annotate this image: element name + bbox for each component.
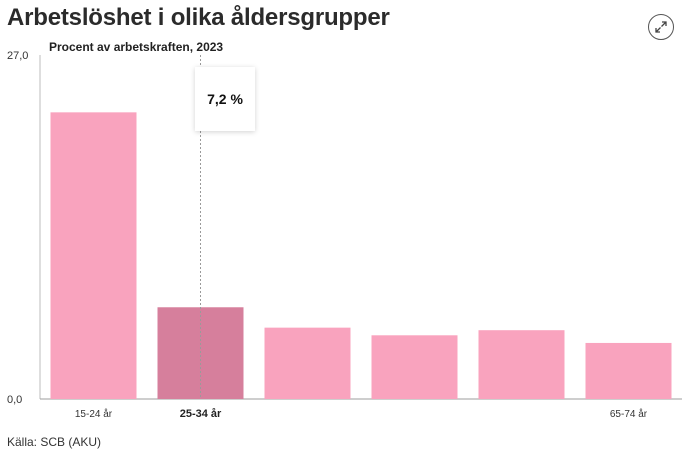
bar[interactable] (264, 327, 351, 399)
chart-title: Arbetslöshet i olika åldersgrupper (7, 4, 390, 31)
bar[interactable] (585, 342, 672, 399)
bar[interactable] (478, 330, 565, 399)
chart-subtitle: Procent av arbetskraften, 2023 (49, 40, 224, 54)
bar[interactable] (157, 307, 244, 399)
category-label: 65-74 år (610, 408, 648, 420)
bar[interactable] (50, 112, 137, 399)
y-tick-label: 0,0 (7, 394, 22, 406)
bar[interactable] (371, 335, 458, 399)
expand-icon (655, 21, 667, 33)
expand-button[interactable] (648, 14, 674, 40)
value-tooltip: 7,2 % (195, 67, 255, 131)
y-tick-label: 27,0 (7, 50, 28, 62)
category-label: 25-34 år (180, 408, 222, 420)
source-note: Källa: SCB (AKU) (7, 435, 102, 449)
category-label: 15-24 år (75, 408, 113, 420)
